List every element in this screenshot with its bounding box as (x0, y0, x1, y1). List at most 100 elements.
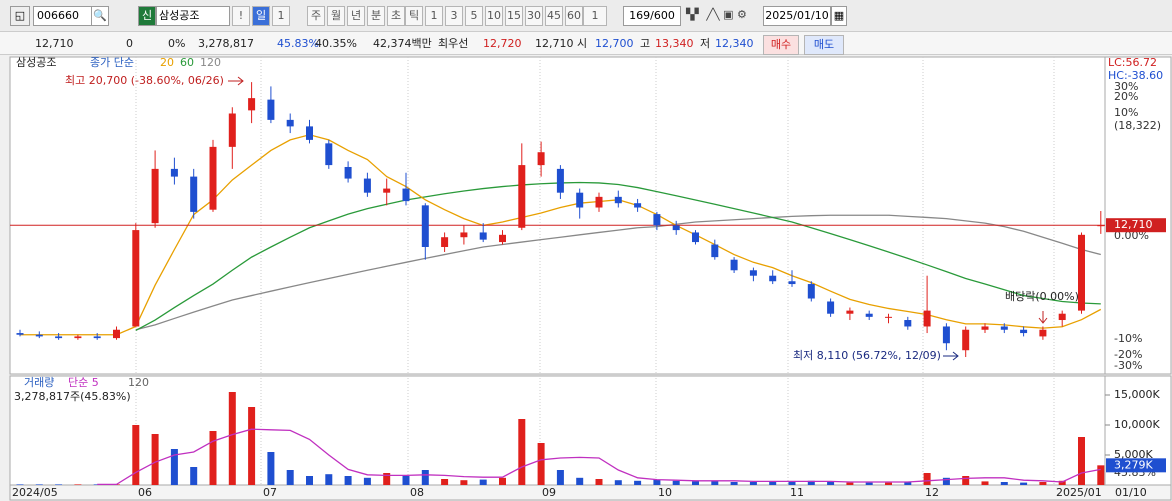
high-annotation: 최고 20,700 (-38.60%, 06/26) (65, 74, 224, 87)
volume-bar (383, 473, 391, 485)
date-label: 08 (410, 486, 424, 499)
volume-bar (499, 477, 506, 485)
high-arrow (228, 76, 244, 86)
date-input[interactable]: 2025/01/10 (763, 6, 831, 26)
volume-tick-label: 15,000K (1114, 388, 1160, 401)
candle-body (769, 275, 777, 282)
menu-icon[interactable]: ◱ (10, 6, 30, 26)
info-item: 12,710 (535, 37, 574, 50)
date-label: 01/10 (1115, 486, 1147, 499)
volume-bar (827, 481, 835, 485)
volume-bar (923, 473, 931, 485)
right-label: -10% (1114, 332, 1142, 345)
candle-body (711, 244, 719, 258)
date-label: 06 (138, 486, 152, 499)
volume-bar (363, 477, 371, 485)
date-label: 11 (790, 486, 804, 499)
volume-bar (885, 482, 892, 485)
toolbar-button[interactable]: 15 (505, 6, 523, 26)
toolbar-button[interactable]: 년 (347, 6, 365, 26)
candle-body (981, 326, 989, 330)
toolbar-button[interactable]: 10 (485, 6, 503, 26)
toolbar-button[interactable]: ! (232, 6, 250, 26)
toolbar-button[interactable]: 1 (272, 6, 290, 26)
price-tag (1106, 218, 1166, 233)
candle-body (460, 232, 468, 238)
volume-bar (962, 476, 970, 485)
toolbar-button[interactable]: 월 (327, 6, 345, 26)
volume-bar (1039, 482, 1047, 485)
candle-body (267, 99, 275, 120)
candle-body (499, 234, 506, 243)
volume-bar (730, 482, 738, 485)
volume-bar (769, 481, 777, 485)
info-item: 12,700 (595, 37, 634, 50)
volume-bar (325, 474, 333, 485)
toolbar-button[interactable]: 45 (545, 6, 563, 26)
candle-body (170, 168, 178, 177)
search-icon[interactable]: 🔍 (91, 6, 109, 26)
toolbar-button[interactable]: 5 (465, 6, 483, 26)
date-label: 07 (263, 486, 277, 499)
volume-bar (248, 407, 256, 485)
candle-body (74, 336, 82, 339)
buy-button[interactable]: 매수 (763, 35, 799, 55)
lc: LC:56.72 (1108, 56, 1157, 69)
volume-bar (1058, 480, 1066, 485)
legend-name: 삼성공조 (16, 56, 56, 69)
info-item: 12,340 (715, 37, 754, 50)
toolbar-button[interactable]: 60 (565, 6, 583, 26)
info-item: 12,710 (35, 37, 74, 50)
volume-bar (402, 476, 410, 485)
volume-bar (537, 443, 545, 485)
info-item: 3,278,817 (198, 37, 254, 50)
volume-bar (1078, 437, 1085, 485)
info-item: 42,374백만 (373, 37, 432, 50)
sell-button[interactable]: 매도 (804, 35, 844, 55)
volume-bar (518, 419, 526, 485)
candle-body (1020, 329, 1028, 334)
date-label: 12 (925, 486, 939, 499)
toolbar-button[interactable]: 틱 (405, 6, 423, 26)
code-input[interactable]: 006660 (33, 6, 92, 26)
toolbar-button[interactable]: 30 (525, 6, 543, 26)
volume-bar (306, 476, 313, 485)
candle-body (556, 168, 564, 193)
legend-ma: 60 (180, 56, 194, 69)
candle-body (55, 336, 63, 339)
toolbar-button[interactable]: 1 (583, 6, 607, 26)
candle-body (749, 270, 757, 276)
toolbar-button[interactable]: 초 (387, 6, 405, 26)
volume-bar (614, 480, 622, 485)
tool-icons: ▚▘ ╱╲ ▣ ⚙ (686, 8, 747, 21)
candle-body (35, 334, 43, 337)
volume-bar (942, 477, 950, 485)
date-label: 10 (658, 486, 672, 499)
toolbar-button[interactable]: 주 (307, 6, 325, 26)
volume-ma2: 120 (128, 376, 149, 389)
info-item: 고 (640, 37, 651, 50)
stock-name[interactable]: 삼성공조 (156, 6, 230, 26)
toolbar-button[interactable]: 일 (252, 6, 270, 26)
volume-bar (1097, 465, 1105, 485)
info-item: 13,340 (655, 37, 694, 50)
candle-body (16, 333, 24, 335)
candle-body (730, 259, 738, 271)
low-annotation: 최저 8,110 (56.72%, 12/09) (793, 349, 941, 362)
toolbar-button[interactable]: 1 (425, 6, 443, 26)
candle-body (885, 316, 892, 318)
candle-body (1000, 326, 1008, 330)
candle-body (904, 320, 912, 327)
volume-bar (672, 480, 680, 485)
calendar-icon[interactable]: ▦ (831, 6, 847, 26)
candle-body (479, 232, 487, 240)
right-label: -20% (1114, 348, 1142, 361)
candle-body (93, 336, 101, 339)
candle-body (962, 329, 970, 351)
candle-body (248, 98, 256, 111)
toolbar-button[interactable]: 분 (367, 6, 385, 26)
toolbar-button[interactable]: 3 (445, 6, 463, 26)
volume-bar (556, 470, 564, 485)
candle-body (325, 143, 333, 166)
